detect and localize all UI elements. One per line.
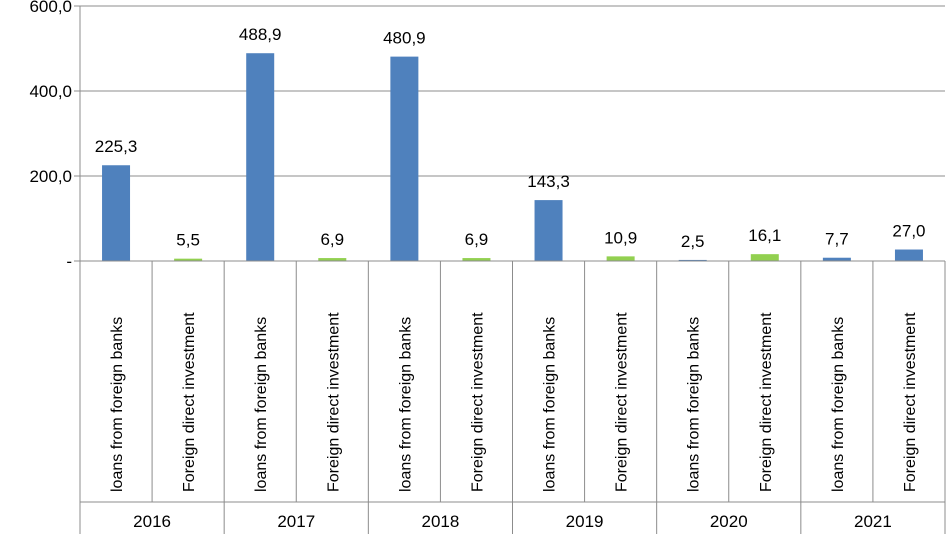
bar (390, 56, 419, 262)
y-tick-label: 600,0 (29, 0, 72, 16)
bar (246, 53, 275, 261)
data-label: 488,9 (239, 25, 282, 44)
category-label: loans from foreign banks (253, 317, 270, 492)
category-label: Foreign direct investment (181, 312, 198, 492)
category-label: loans from foreign banks (397, 317, 414, 492)
data-label: 480,9 (383, 29, 426, 48)
data-label: 6,9 (465, 230, 489, 249)
data-label: 10,9 (604, 228, 637, 247)
category-label: Foreign direct investment (325, 312, 342, 492)
bar (174, 258, 203, 261)
data-label: 225,3 (95, 137, 138, 156)
data-label: 6,9 (320, 230, 344, 249)
data-label: 27,0 (892, 222, 925, 241)
bar (822, 257, 851, 261)
year-label: 2017 (277, 512, 315, 531)
y-tick-label: 200,0 (29, 167, 72, 186)
x-axis: loans from foreign banks Foreign direct i… (80, 260, 946, 534)
data-label: 7,7 (825, 230, 849, 249)
category-label: Foreign direct investment (469, 312, 486, 492)
bar (318, 258, 347, 261)
data-label: 16,1 (748, 226, 781, 245)
y-tick-label: 400,0 (29, 82, 72, 101)
category-label: loans from foreign banks (686, 317, 703, 492)
bar (462, 258, 491, 261)
bar (678, 259, 707, 261)
y-tick-label: - (66, 252, 72, 271)
year-label: 2018 (422, 512, 460, 531)
gridlines (80, 5, 945, 177)
y-axis: - 200,0 400,0 600,0 (29, 0, 81, 534)
year-label: 2019 (566, 512, 604, 531)
bars (102, 53, 923, 262)
data-labels: 225,3 5,5 488,9 6,9 480,9 6,9 143,3 10,9 2,5 16,1… (95, 25, 926, 251)
category-label: Foreign direct investment (902, 312, 919, 492)
category-label: loans from foreign banks (830, 317, 847, 492)
category-label: Foreign direct investment (758, 312, 775, 492)
bar (102, 165, 131, 261)
data-label: 143,3 (527, 172, 570, 191)
bar (606, 256, 635, 261)
data-label: 2,5 (681, 232, 705, 251)
category-label: loans from foreign banks (542, 317, 559, 492)
bar (534, 200, 563, 261)
data-label: 5,5 (176, 231, 200, 250)
year-label: 2016 (133, 512, 171, 531)
category-label: loans from foreign banks (109, 317, 126, 492)
bar (750, 254, 779, 261)
category-label: Foreign direct investment (614, 312, 631, 492)
bar (894, 249, 923, 261)
year-label: 2021 (854, 512, 892, 531)
year-label: 2020 (710, 512, 748, 531)
